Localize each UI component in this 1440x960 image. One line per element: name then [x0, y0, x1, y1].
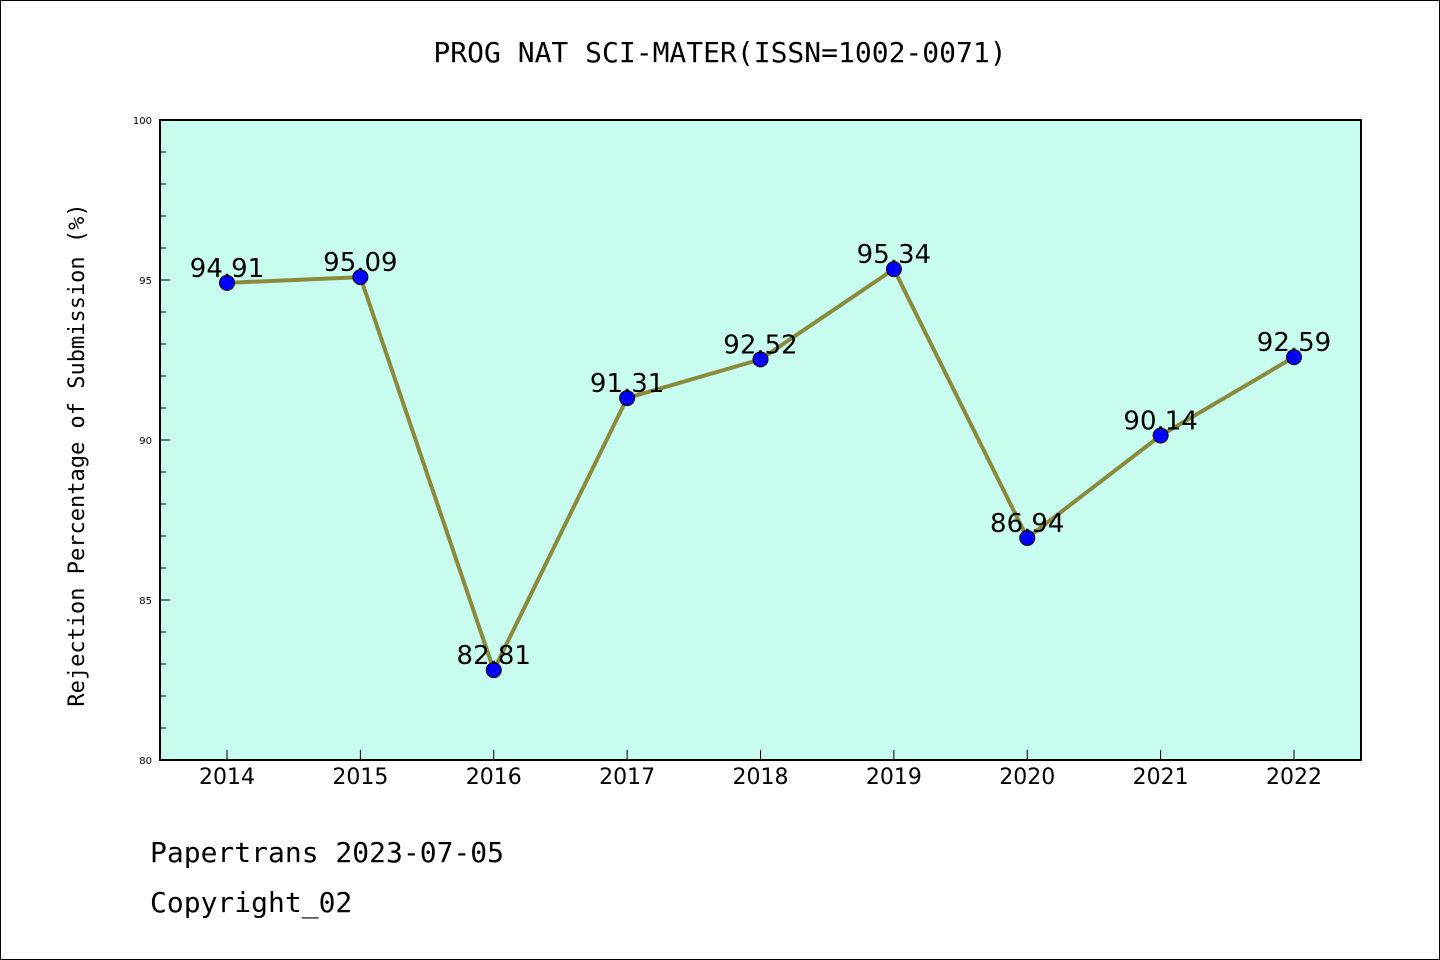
x-tick-label: 2022	[1266, 765, 1322, 790]
data-label: 86.94	[990, 509, 1064, 539]
series-markers	[219, 261, 1302, 679]
data-point	[1286, 349, 1302, 366]
data-label: 95.34	[857, 240, 931, 270]
data-point	[352, 269, 369, 286]
data-point	[219, 274, 235, 291]
data-point	[752, 351, 769, 368]
data-label: 82.81	[457, 641, 531, 671]
y-tick-label: 95	[139, 276, 152, 287]
data-label: 92.59	[1257, 328, 1331, 358]
x-tick-label: 2016	[466, 765, 522, 790]
y-tick-label: 100	[133, 116, 152, 127]
data-point	[1019, 529, 1036, 546]
data-point	[1152, 427, 1169, 444]
y-tick-label: 90	[139, 436, 152, 447]
x-tick-label: 2020	[999, 765, 1055, 790]
x-tick-label: 2017	[599, 765, 655, 790]
plot-area	[159, 119, 1362, 761]
chart-title: PROG NAT SCI-MATER(ISSN=1002-0071)	[433, 36, 1007, 69]
y-tick-label: 85	[139, 596, 152, 607]
data-point	[619, 390, 636, 407]
data-label: 95.09	[323, 248, 397, 278]
x-tick-label: 2021	[1133, 765, 1189, 790]
y-axis: 80 85 90 95 100	[133, 116, 170, 767]
data-label: 92.52	[723, 330, 797, 360]
data-point	[485, 662, 502, 679]
x-axis: 2014 2015 2016 2017 2018 2019 2020 2021 2022	[199, 750, 1322, 790]
x-tick-label: 2019	[866, 765, 922, 790]
data-point	[885, 261, 902, 278]
data-label: 91.31	[590, 369, 664, 399]
x-tick-label: 2018	[733, 765, 789, 790]
footer-copyright: Copyright_02	[150, 886, 353, 919]
x-tick-label: 2015	[332, 765, 388, 790]
footer-source-date: Papertrans 2023-07-05	[150, 836, 505, 869]
y-tick-label: 80	[139, 756, 152, 767]
y-axis-label: Rejection Percentage of Submission (%)	[65, 203, 90, 706]
data-label: 94.91	[190, 254, 264, 284]
x-tick-label: 2014	[199, 765, 255, 790]
data-labels: 94.91 95.09 82.81 91.31 92.52 95.34 86.94 90.14…	[190, 240, 1331, 671]
data-label: 90.14	[1123, 407, 1197, 437]
